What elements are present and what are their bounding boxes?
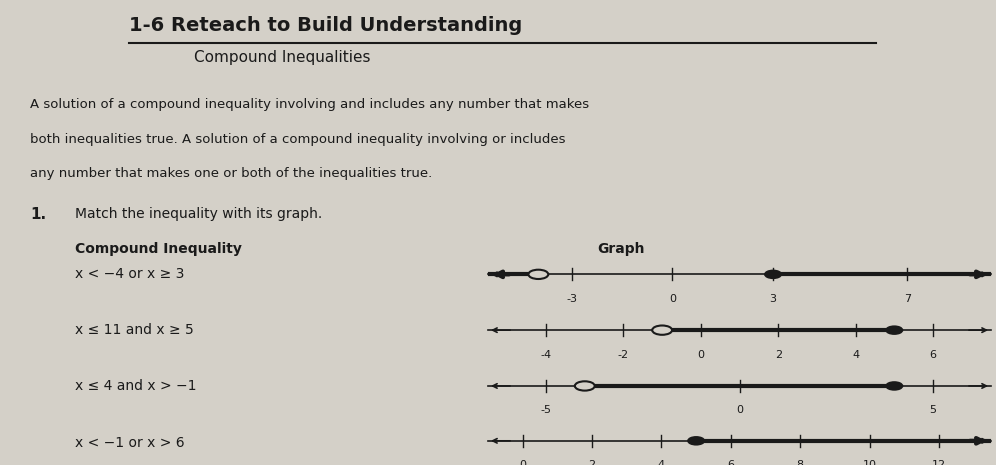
- Text: -3: -3: [567, 294, 578, 304]
- Circle shape: [886, 382, 902, 390]
- Circle shape: [688, 437, 704, 445]
- Text: Compound Inequality: Compound Inequality: [75, 242, 242, 256]
- Text: 4: 4: [658, 460, 665, 465]
- Text: -4: -4: [541, 350, 552, 360]
- Text: 5: 5: [929, 405, 936, 416]
- Circle shape: [886, 326, 902, 334]
- Text: x ≤ 4 and x > −1: x ≤ 4 and x > −1: [75, 379, 196, 393]
- Text: A solution of a compound inequality involving and includes any number that makes: A solution of a compound inequality invo…: [30, 98, 589, 111]
- Text: x ≤ 11 and x ≥ 5: x ≤ 11 and x ≥ 5: [75, 323, 193, 337]
- Text: 1-6 Reteach to Build Understanding: 1-6 Reteach to Build Understanding: [129, 16, 523, 35]
- Text: -2: -2: [618, 350, 629, 360]
- Text: 12: 12: [932, 460, 946, 465]
- Text: Graph: Graph: [598, 242, 645, 256]
- Text: 3: 3: [770, 294, 777, 304]
- Text: 8: 8: [797, 460, 804, 465]
- Text: 0: 0: [519, 460, 526, 465]
- Text: 1.: 1.: [30, 207, 46, 222]
- Text: both inequalities true. A solution of a compound inequality involving or include: both inequalities true. A solution of a …: [30, 133, 566, 146]
- Text: 6: 6: [929, 350, 936, 360]
- Text: Match the inequality with its graph.: Match the inequality with its graph.: [75, 207, 322, 221]
- Text: 2: 2: [589, 460, 596, 465]
- Text: Compound Inequalities: Compound Inequalities: [194, 50, 371, 65]
- Circle shape: [652, 326, 672, 335]
- Text: 10: 10: [863, 460, 876, 465]
- Text: 0: 0: [669, 294, 676, 304]
- Circle shape: [575, 381, 595, 391]
- Text: 4: 4: [852, 350, 860, 360]
- Text: 6: 6: [727, 460, 734, 465]
- Circle shape: [528, 270, 549, 279]
- Text: 0: 0: [697, 350, 704, 360]
- Text: -5: -5: [541, 405, 552, 416]
- Text: 7: 7: [903, 294, 910, 304]
- Text: 2: 2: [775, 350, 782, 360]
- Text: 0: 0: [736, 405, 743, 416]
- Text: any number that makes one or both of the inequalities true.: any number that makes one or both of the…: [30, 167, 432, 180]
- Text: x < −4 or x ≥ 3: x < −4 or x ≥ 3: [75, 267, 184, 281]
- Text: x < −1 or x > 6: x < −1 or x > 6: [75, 436, 184, 450]
- Circle shape: [765, 271, 781, 278]
